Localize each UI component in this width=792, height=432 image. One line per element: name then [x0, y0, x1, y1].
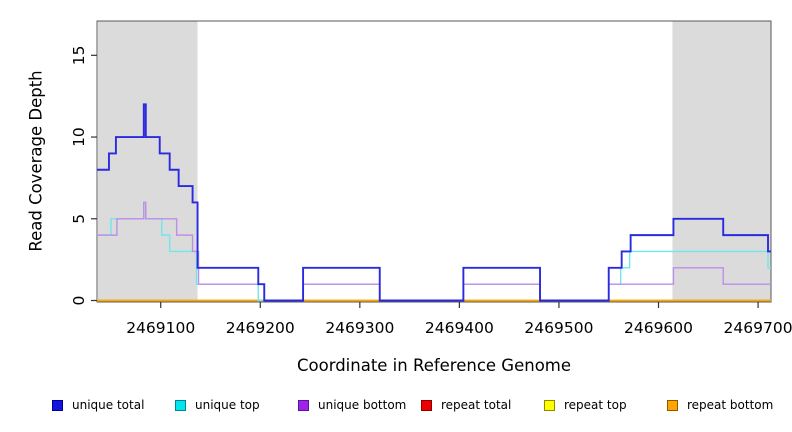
- legend: unique total unique top unique bottom re…: [52, 398, 782, 412]
- legend-item-repeat-total: repeat total: [421, 398, 533, 412]
- svg-text:2469200: 2469200: [226, 319, 295, 337]
- legend-label: unique bottom: [318, 398, 407, 412]
- unique-bottom-swatch-icon: [298, 399, 309, 411]
- svg-text:2469100: 2469100: [126, 319, 195, 337]
- legend-item-repeat-top: repeat top: [544, 398, 656, 412]
- svg-text:2469400: 2469400: [425, 319, 494, 337]
- svg-text:2469300: 2469300: [325, 319, 394, 337]
- legend-label: repeat top: [564, 398, 627, 412]
- legend-label: unique total: [72, 398, 145, 412]
- repeat-top-swatch-icon: [544, 399, 555, 411]
- repeat-bottom-swatch-icon: [667, 399, 678, 411]
- svg-text:2469500: 2469500: [524, 319, 593, 337]
- legend-item-unique-top: unique top: [175, 398, 287, 412]
- legend-item-unique-bottom: unique bottom: [298, 398, 410, 412]
- unique-total-swatch-icon: [52, 399, 63, 411]
- coverage-plot: 2469100 2469200 2469300 2469400 2469500 24696…: [70, 20, 792, 337]
- legend-label: repeat total: [441, 398, 512, 412]
- svg-text:0: 0: [70, 296, 88, 306]
- svg-text:15: 15: [70, 45, 88, 65]
- x-axis-title: Coordinate in Reference Genome: [296, 356, 572, 375]
- svg-text:2469600: 2469600: [624, 319, 693, 337]
- svg-text:5: 5: [70, 214, 88, 224]
- y-axis-title: Read Coverage Depth: [26, 70, 46, 252]
- svg-text:10: 10: [70, 127, 88, 147]
- svg-text:2469700: 2469700: [724, 319, 792, 337]
- repeat-total-swatch-icon: [421, 399, 432, 411]
- legend-item-unique-total: unique total: [52, 398, 164, 412]
- legend-item-repeat-bottom: repeat bottom: [667, 398, 773, 412]
- legend-label: repeat bottom: [687, 398, 774, 412]
- legend-label: unique top: [195, 398, 260, 412]
- unique-top-swatch-icon: [175, 399, 186, 411]
